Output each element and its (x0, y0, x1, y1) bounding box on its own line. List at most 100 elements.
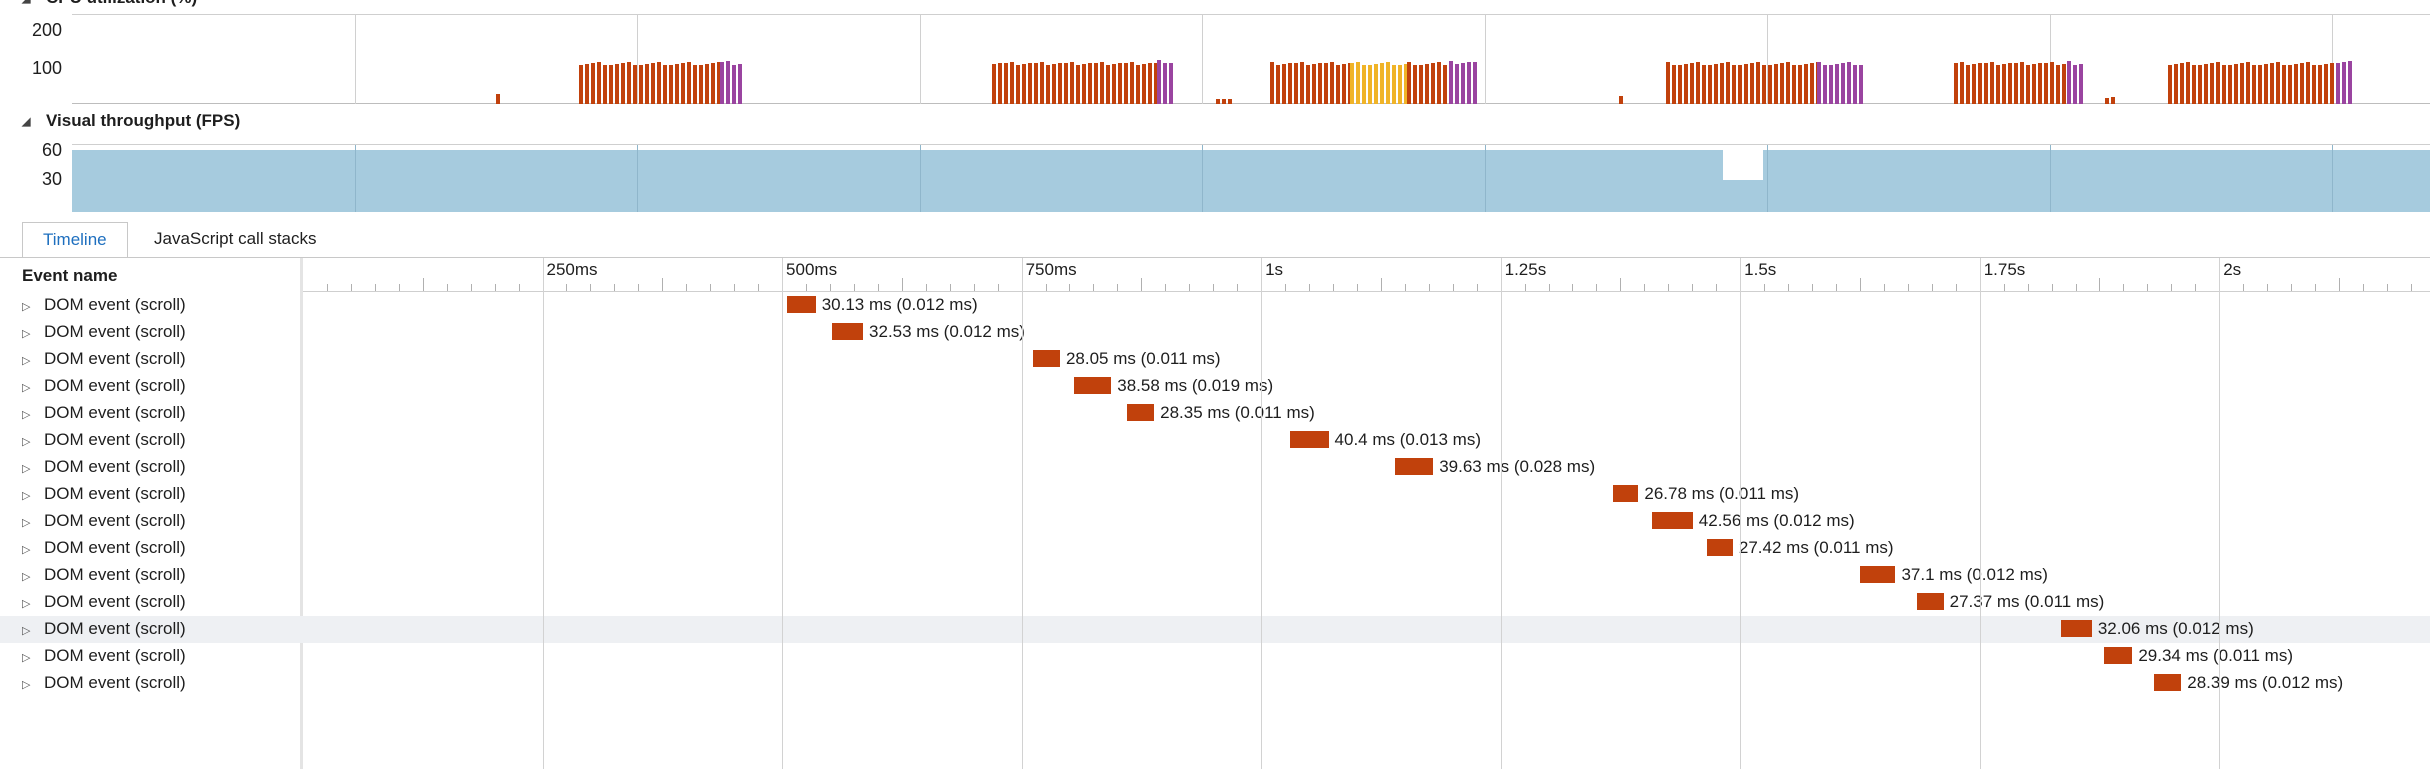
tab-divider (0, 257, 2430, 258)
event-row[interactable]: ▷ DOM event (scroll) 30.13 ms (0.012 ms) (0, 292, 2430, 319)
cpu-sample-bar (1058, 63, 1062, 104)
ruler-minor-tick (1620, 278, 1622, 291)
cpu-sample-bar (1762, 65, 1766, 104)
event-row[interactable]: ▷ DOM event (scroll) 28.35 ms (0.011 ms) (0, 400, 2430, 427)
cpu-sample-bar (717, 62, 721, 104)
expand-triangle-icon[interactable]: ▷ (22, 382, 31, 394)
event-row[interactable]: ▷ DOM event (scroll) 39.63 ms (0.028 ms) (0, 454, 2430, 481)
expand-triangle-icon[interactable]: ▷ (22, 409, 31, 421)
event-row[interactable]: ▷ DOM event (scroll) 29.34 ms (0.011 ms) (0, 643, 2430, 670)
ruler-minor-tick (326, 284, 328, 291)
event-duration-bar[interactable] (1859, 566, 1896, 583)
cpu-column-line (2050, 14, 2051, 104)
event-row[interactable]: ▷ DOM event (scroll) 38.58 ms (0.019 ms) (0, 373, 2430, 400)
event-duration-bar[interactable] (1126, 404, 1155, 421)
event-duration-bar[interactable] (2061, 620, 2092, 637)
cpu-sample-bar (615, 64, 619, 104)
cpu-sample-bar (1431, 63, 1435, 104)
expand-triangle-icon[interactable]: ▷ (22, 355, 31, 367)
expand-triangle-icon[interactable]: ▷ (22, 463, 31, 475)
cpu-sample-bar (1690, 63, 1694, 104)
timeline-grid-line (2219, 258, 2221, 769)
cpu-sample-bar (2270, 63, 2274, 104)
expand-triangle-icon[interactable]: ▷ (22, 571, 31, 583)
event-row[interactable]: ▷ DOM event (scroll) 32.06 ms (0.012 ms) (0, 616, 2430, 643)
cpu-sample-bar (2258, 65, 2262, 104)
ruler-minor-tick (494, 284, 496, 291)
fps-section-title: Visual throughput (FPS) (46, 111, 241, 130)
event-duration-bar[interactable] (2154, 674, 2182, 691)
column-splitter[interactable] (300, 258, 303, 769)
event-duration-bar[interactable] (1706, 539, 1733, 556)
cpu-sample-bar (1847, 62, 1851, 104)
ruler-minor-tick (614, 284, 616, 291)
event-row[interactable]: ▷ DOM event (scroll) 40.4 ms (0.013 ms) (0, 427, 2430, 454)
event-duration-bar[interactable] (831, 323, 864, 340)
expand-triangle-icon[interactable]: ▷ (22, 301, 31, 313)
ruler-minor-tick (1356, 284, 1358, 291)
expand-triangle-icon[interactable]: ▷ (22, 328, 31, 340)
event-duration-bar[interactable] (1917, 593, 1944, 610)
event-duration-bar[interactable] (1612, 485, 1639, 502)
cpu-sample-bar (2180, 63, 2184, 104)
event-duration-bar[interactable] (786, 296, 816, 313)
cpu-utilization-graph[interactable] (72, 14, 2430, 104)
event-name-cell: ▷ DOM event (scroll) (22, 322, 186, 342)
event-name-cell: ▷ DOM event (scroll) (22, 592, 186, 612)
event-row[interactable]: ▷ DOM event (scroll) 27.42 ms (0.011 ms) (0, 535, 2430, 562)
fps-section-header[interactable]: ◢ Visual throughput (FPS) (0, 108, 2430, 134)
expand-triangle-icon[interactable]: ▷ (22, 490, 31, 502)
ruler-minor-tick (1835, 284, 1837, 291)
ruler-minor-tick (2123, 284, 2125, 291)
cpu-sample-bar (2026, 65, 2030, 104)
event-name-text: DOM event (scroll) (44, 484, 186, 503)
cpu-sample-bar (1720, 63, 1724, 104)
event-duration-bar[interactable] (2104, 647, 2133, 664)
event-name-text: DOM event (scroll) (44, 295, 186, 314)
expand-triangle-icon[interactable]: ▷ (22, 436, 31, 448)
cpu-sample-bar (2318, 65, 2322, 104)
event-duration-bar[interactable] (1033, 350, 1060, 367)
ruler-minor-tick (470, 284, 472, 291)
ruler-minor-tick (1572, 284, 1574, 291)
cpu-sample-bar (2186, 62, 2190, 104)
event-row[interactable]: ▷ DOM event (scroll) 28.39 ms (0.012 ms) (0, 670, 2430, 697)
event-row[interactable]: ▷ DOM event (scroll) 32.53 ms (0.012 ms) (0, 319, 2430, 346)
expand-triangle-icon[interactable]: ▷ (22, 679, 31, 691)
event-name-column-header[interactable]: Event name (22, 266, 118, 285)
ruler-minor-tick (2195, 284, 2197, 291)
cpu-column-line (1767, 14, 1768, 104)
ruler-minor-tick (1907, 284, 1909, 291)
event-row[interactable]: ▷ DOM event (scroll) 37.1 ms (0.012 ms) (0, 562, 2430, 589)
event-row[interactable]: ▷ DOM event (scroll) 27.37 ms (0.011 ms) (0, 589, 2430, 616)
event-row[interactable]: ▷ DOM event (scroll) 42.56 ms (0.012 ms) (0, 508, 2430, 535)
expand-triangle-icon[interactable]: ▷ (22, 544, 31, 556)
event-name-cell: ▷ DOM event (scroll) (22, 565, 186, 585)
event-duration-bar[interactable] (1395, 458, 1434, 475)
tab-javascript-call-stacks[interactable]: JavaScript call stacks (154, 229, 317, 248)
event-row[interactable]: ▷ DOM event (scroll) 26.78 ms (0.011 ms) (0, 481, 2430, 508)
timeline-grid-line (782, 258, 784, 769)
cpu-sample-bar (2067, 61, 2071, 104)
tab-timeline[interactable]: Timeline (22, 222, 128, 258)
expand-triangle-icon[interactable]: ▷ (22, 598, 31, 610)
expand-triangle-icon[interactable]: ▷ (22, 652, 31, 664)
event-duration-bar[interactable] (1074, 377, 1112, 394)
event-name-cell: ▷ DOM event (scroll) (22, 376, 186, 396)
ruler-minor-tick (877, 284, 879, 291)
collapse-triangle-icon[interactable]: ◢ (22, 0, 30, 5)
cpu-sample-bar (1398, 65, 1402, 104)
fps-column-line (2332, 144, 2333, 212)
ruler-minor-tick (1931, 284, 1933, 291)
collapse-triangle-icon[interactable]: ◢ (22, 116, 31, 128)
timeline-grid-line (1979, 258, 1981, 769)
event-duration-bar[interactable] (1289, 431, 1329, 448)
cpu-sample-bar (2168, 65, 2172, 104)
expand-triangle-icon[interactable]: ▷ (22, 625, 31, 637)
expand-triangle-icon[interactable]: ▷ (22, 517, 31, 529)
event-row[interactable]: ▷ DOM event (scroll) 28.05 ms (0.011 ms) (0, 346, 2430, 373)
ruler-minor-tick (638, 284, 640, 291)
event-duration-bar[interactable] (1652, 512, 1693, 529)
cpu-section-header[interactable]: ◢ CPU utilization (%) (0, 0, 2430, 10)
fps-graph[interactable] (72, 144, 2430, 212)
